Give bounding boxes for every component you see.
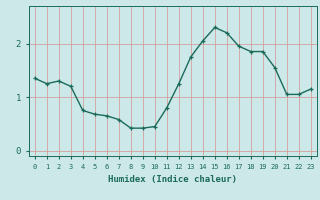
X-axis label: Humidex (Indice chaleur): Humidex (Indice chaleur) bbox=[108, 175, 237, 184]
